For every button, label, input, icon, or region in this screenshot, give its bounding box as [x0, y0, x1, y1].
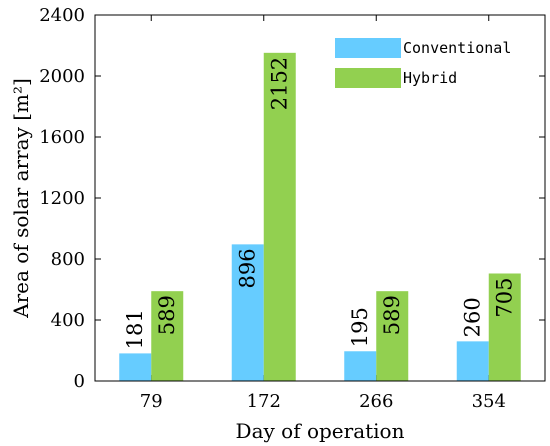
legend-swatch	[335, 38, 401, 58]
data-label: 181	[123, 309, 147, 349]
bar-hybrid	[151, 291, 184, 381]
bars	[119, 52, 521, 381]
legend: Conventional Hybrid	[335, 38, 511, 88]
y-tick-label: 400	[51, 310, 85, 331]
data-label: 260	[461, 297, 485, 337]
bar-conventional	[231, 244, 264, 381]
x-tick-label: 79	[140, 391, 163, 412]
x-tick-label: 266	[359, 391, 393, 412]
bar-hybrid	[376, 291, 409, 381]
x-tick-label: 354	[472, 391, 506, 412]
x-axis-label: Day of operation	[236, 419, 405, 443]
bar-hybrid	[263, 52, 296, 381]
data-label: 705	[493, 277, 517, 317]
data-label: 195	[348, 307, 372, 347]
legend-swatch	[335, 68, 401, 88]
legend-entry: Conventional	[403, 39, 511, 57]
y-tick-label: 1600	[39, 127, 85, 148]
x-tick-label: 172	[247, 391, 281, 412]
x-axis-ticks: 79 172 266 354	[140, 15, 506, 412]
y-axis-label: Area of solar array [m²]	[9, 78, 33, 319]
y-tick-label: 2000	[39, 66, 85, 87]
y-tick-label: 0	[74, 371, 85, 392]
bar-hybrid	[488, 273, 521, 381]
y-tick-label: 1200	[39, 188, 85, 209]
bar-conventional	[344, 351, 377, 381]
plot-frame	[94, 14, 546, 382]
data-label: 589	[380, 295, 404, 335]
bar-conventional	[456, 341, 489, 381]
data-label: 896	[236, 248, 260, 288]
y-tick-label: 800	[51, 249, 85, 270]
y-axis-ticks: 0 400 800 1200 1600 2000 2400	[39, 5, 545, 392]
legend-entry: Hybrid	[403, 69, 457, 87]
y-tick-label: 2400	[39, 5, 85, 26]
data-label: 2152	[268, 57, 292, 110]
data-label: 589	[155, 295, 179, 335]
bar-conventional	[119, 353, 152, 381]
data-labels: 181 589 896 2152 195 589 260 705	[123, 57, 517, 350]
